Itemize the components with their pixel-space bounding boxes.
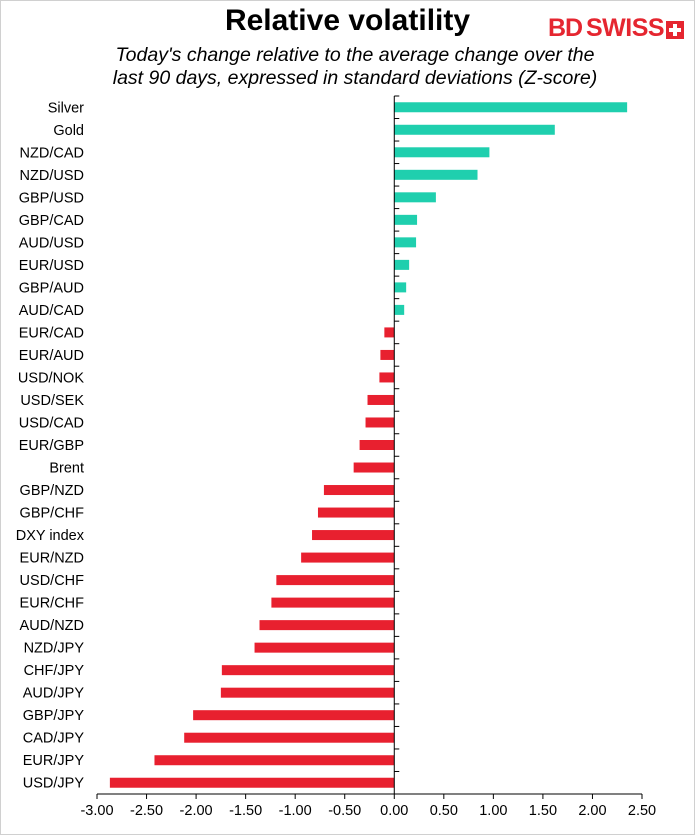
- x-tick-label: 1.50: [529, 803, 557, 819]
- x-tick-label: -3.00: [80, 803, 113, 819]
- x-tick-label: -2.50: [130, 803, 163, 819]
- category-label: CHF/JPY: [24, 663, 85, 679]
- category-label: USD/SEK: [20, 393, 84, 409]
- category-label: EUR/USD: [19, 258, 84, 274]
- category-label: GBP/CAD: [19, 213, 84, 229]
- bar: [221, 665, 395, 676]
- x-tick-label: 1.00: [479, 803, 507, 819]
- bar: [184, 732, 395, 743]
- category-label: Gold: [53, 123, 84, 139]
- bar: [367, 394, 395, 405]
- bar: [394, 124, 555, 135]
- bar: [312, 530, 395, 541]
- category-label: USD/NOK: [18, 370, 84, 386]
- bar: [359, 440, 395, 450]
- bar: [394, 169, 478, 180]
- bar: [394, 237, 417, 248]
- x-tick-label: -1.00: [279, 803, 312, 819]
- bar: [394, 192, 436, 203]
- bar: [365, 417, 395, 428]
- bar: [109, 777, 395, 788]
- category-label: USD/JPY: [23, 776, 85, 792]
- bar: [154, 755, 395, 766]
- x-tick-label: 2.00: [578, 803, 606, 819]
- category-label: GBP/USD: [19, 190, 84, 206]
- bar: [301, 552, 395, 563]
- x-tick-label: -2.00: [180, 803, 213, 819]
- chart-title: Relative volatility: [224, 4, 471, 37]
- category-label: Brent: [49, 461, 84, 477]
- bar: [380, 349, 395, 360]
- bar: [276, 575, 395, 586]
- bar: [394, 102, 628, 113]
- category-label: AUD/CAD: [19, 303, 84, 319]
- swiss-cross-icon: [666, 21, 684, 39]
- bar: [317, 507, 395, 518]
- bar: [394, 214, 418, 225]
- x-tick-label: 2.50: [628, 803, 656, 819]
- bar: [394, 282, 407, 293]
- category-label: GBP/JPY: [23, 708, 85, 724]
- bar: [384, 327, 395, 338]
- category-label: NZD/CAD: [20, 145, 84, 161]
- bar: [394, 147, 490, 158]
- x-tick-label: 0.50: [430, 803, 458, 819]
- chart-subtitle-line-2: last 90 days, expressed in standard devi…: [112, 67, 598, 89]
- logo-text-swiss: SWISS: [586, 14, 665, 42]
- category-label: NZD/USD: [20, 168, 84, 184]
- category-label: AUD/JPY: [23, 686, 85, 702]
- x-tick-label: -1.50: [229, 803, 262, 819]
- category-label: GBP/NZD: [20, 483, 84, 499]
- x-tick-label: 0.00: [380, 803, 408, 819]
- bar: [259, 620, 395, 631]
- bar: [271, 597, 395, 608]
- category-label: NZD/JPY: [24, 641, 85, 657]
- category-label: AUD/NZD: [20, 618, 84, 634]
- x-tick-label: -0.50: [328, 803, 361, 819]
- bar: [394, 259, 410, 270]
- category-label: USD/CHF: [20, 573, 85, 589]
- category-label: EUR/GBP: [19, 438, 84, 454]
- category-label: EUR/NZD: [20, 551, 84, 567]
- bdswiss-logo: BD SWISS: [548, 14, 688, 44]
- category-label: EUR/CHF: [20, 596, 85, 612]
- bar: [254, 642, 395, 653]
- logo-text-bd: BD: [548, 14, 583, 42]
- category-label: CAD/JPY: [23, 731, 85, 747]
- category-label: DXY index: [16, 528, 85, 544]
- bar: [220, 687, 395, 698]
- category-label: AUD/USD: [19, 235, 84, 251]
- chart-subtitle: Today's change relative to the average c…: [40, 44, 670, 90]
- bar: [394, 304, 405, 315]
- bar: [323, 485, 395, 496]
- category-label: EUR/CAD: [19, 325, 84, 341]
- category-label: EUR/AUD: [19, 348, 84, 364]
- category-label: GBP/AUD: [19, 280, 84, 296]
- bar: [193, 710, 395, 721]
- chart-subtitle-line-1: Today's change relative to the average c…: [115, 44, 595, 66]
- bar: [379, 372, 395, 383]
- category-label: Silver: [48, 100, 84, 116]
- category-label: GBP/CHF: [20, 506, 85, 522]
- category-label: USD/CAD: [19, 415, 84, 431]
- category-label: EUR/JPY: [23, 753, 85, 769]
- bar: [353, 462, 395, 473]
